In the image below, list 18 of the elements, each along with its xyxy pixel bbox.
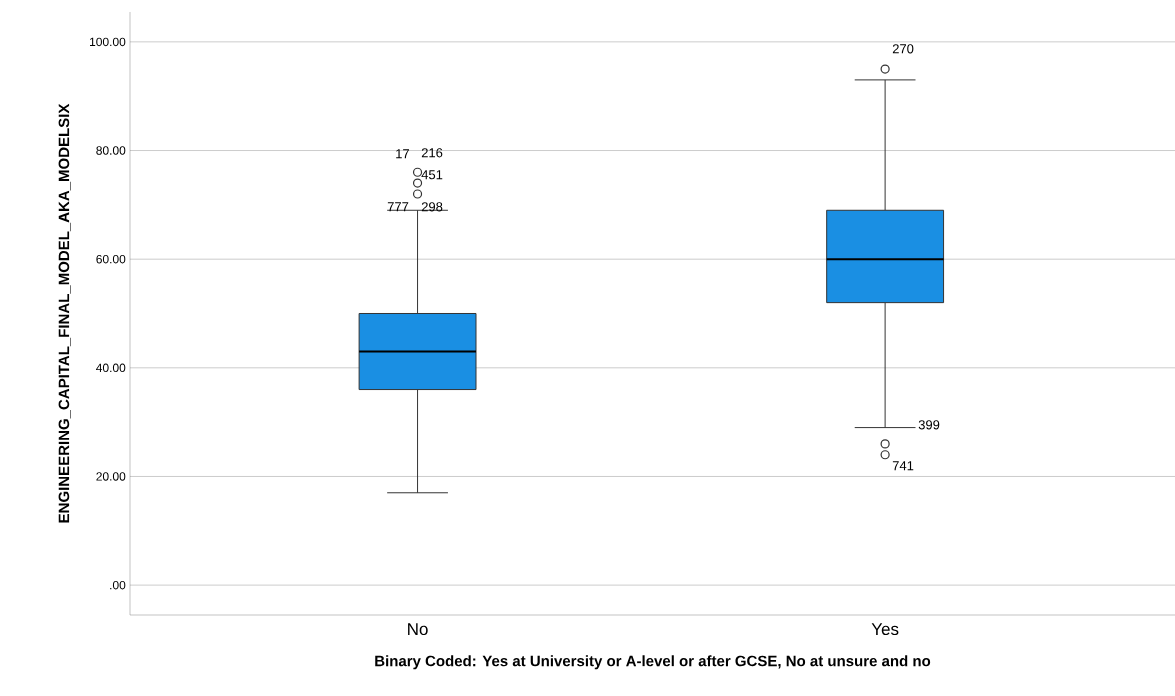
y-tick-label: 80.00 (96, 146, 126, 155)
y-tick-label: 40.00 (96, 363, 126, 373)
x-tick-label: No (408, 623, 428, 636)
y-axis-title: ENGINEERING_CAPITAL_FINAL_MODEL_AKA_MODELSIX (58, 103, 71, 523)
annotation: 270 (892, 44, 914, 54)
annotation: 777 (387, 202, 409, 212)
annotation: 216 (421, 148, 443, 158)
annotation: 451 (421, 170, 443, 180)
annotation: 17 (396, 149, 410, 159)
x-axis-title: Binary Coded: Yes at University or A-level or after GCSE, No at unsure and no (375, 655, 931, 670)
annotation: 741 (892, 461, 914, 471)
y-tick-label: 20.00 (96, 472, 126, 481)
y-tick-label: .00 (110, 580, 126, 590)
annotation: 298 (421, 202, 443, 212)
y-tick-label: 100.00 (90, 37, 126, 47)
x-tick-label: Yes (871, 623, 899, 636)
y-tick-label: 60.00 (96, 254, 126, 264)
annotation: 399 (918, 420, 940, 430)
